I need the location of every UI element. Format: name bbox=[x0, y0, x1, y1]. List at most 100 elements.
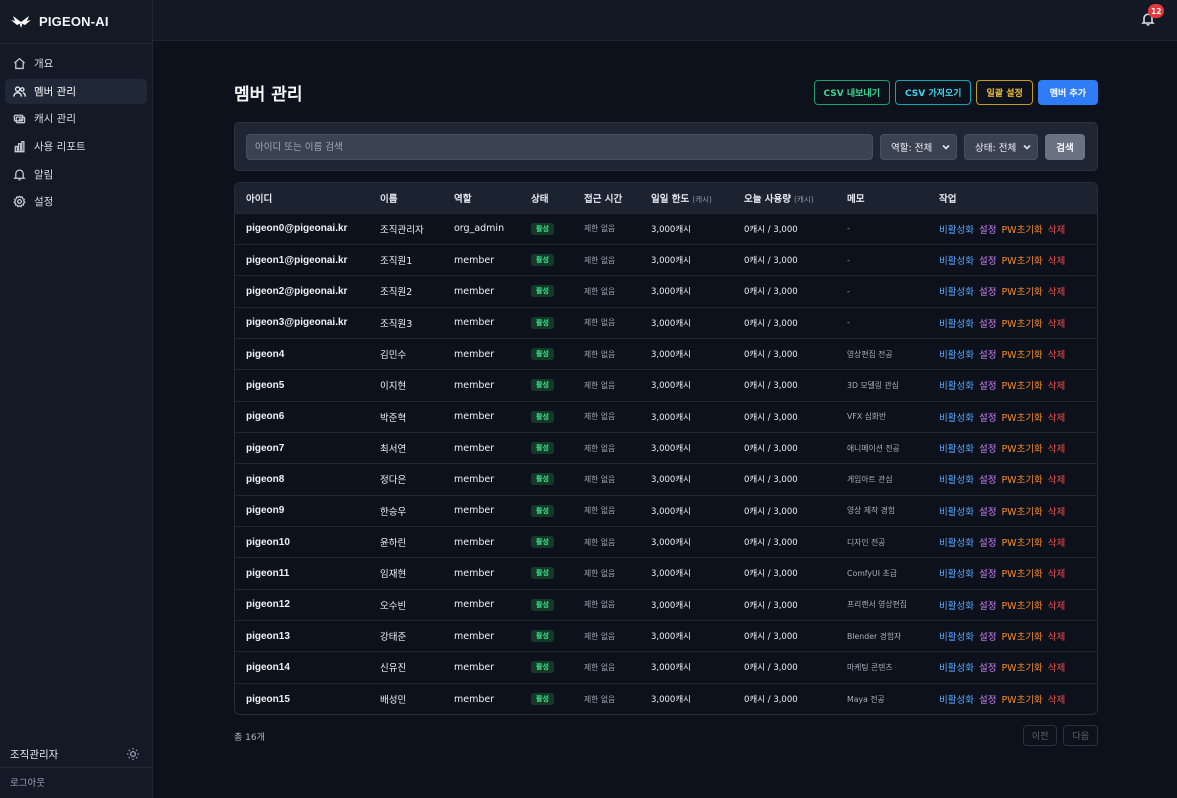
deactivate-link[interactable]: 비활성화 bbox=[939, 287, 974, 299]
column-header-daily-limit[interactable]: 일일 한도 (캐시) bbox=[640, 183, 733, 213]
settings-link[interactable]: 설정 bbox=[978, 350, 997, 362]
pw-reset-link[interactable]: PW초기화 bbox=[1001, 600, 1043, 612]
pw-reset-link[interactable]: PW초기화 bbox=[1001, 381, 1043, 393]
settings-link[interactable]: 설정 bbox=[978, 695, 997, 707]
settings-link[interactable]: 설정 bbox=[978, 600, 997, 612]
settings-link[interactable]: 설정 bbox=[978, 569, 997, 581]
delete-link[interactable]: 삭제 bbox=[1047, 632, 1066, 644]
sidebar-item-alerts[interactable]: 알림 bbox=[5, 162, 147, 187]
column-header-status[interactable]: 상태 bbox=[531, 193, 549, 205]
settings-link[interactable]: 설정 bbox=[978, 287, 997, 299]
deactivate-link[interactable]: 비활성화 bbox=[939, 256, 974, 268]
pw-reset-link[interactable]: PW초기화 bbox=[1001, 444, 1043, 456]
column-header-access[interactable]: 접근 시간 bbox=[584, 193, 623, 205]
settings-link[interactable]: 설정 bbox=[978, 632, 997, 644]
pw-reset-link[interactable]: PW초기화 bbox=[1001, 695, 1043, 707]
pw-reset-link[interactable]: PW초기화 bbox=[1001, 224, 1043, 236]
deactivate-link[interactable]: 비활성화 bbox=[939, 412, 974, 424]
settings-link[interactable]: 설정 bbox=[978, 663, 997, 675]
deactivate-link[interactable]: 비활성화 bbox=[939, 224, 974, 236]
deactivate-link[interactable]: 비활성화 bbox=[939, 663, 974, 675]
deactivate-link[interactable]: 비활성화 bbox=[939, 538, 974, 550]
pw-reset-link[interactable]: PW초기화 bbox=[1001, 475, 1043, 487]
logout-link[interactable]: 로그아웃 bbox=[0, 767, 152, 798]
delete-link[interactable]: 삭제 bbox=[1047, 663, 1066, 675]
pw-reset-link[interactable]: PW초기화 bbox=[1001, 538, 1043, 550]
column-header-name[interactable]: 이름 bbox=[380, 193, 398, 205]
column-header-role[interactable]: 역할 bbox=[454, 193, 472, 205]
settings-link[interactable]: 설정 bbox=[978, 224, 997, 236]
search-input[interactable] bbox=[246, 134, 873, 160]
member-today-usage: 0캐시 / 3,000 bbox=[744, 600, 798, 611]
search-button[interactable]: 검색 bbox=[1045, 134, 1085, 160]
bulk-settings-button[interactable]: 일괄 설정 bbox=[976, 80, 1033, 105]
delete-link[interactable]: 삭제 bbox=[1047, 600, 1066, 612]
settings-link[interactable]: 설정 bbox=[978, 412, 997, 424]
column-header-id[interactable]: 아이디 bbox=[246, 193, 273, 205]
delete-link[interactable]: 삭제 bbox=[1047, 318, 1066, 330]
deactivate-link[interactable]: 비활성화 bbox=[939, 506, 974, 518]
sidebar-item-report[interactable]: 사용 리포트 bbox=[5, 134, 147, 159]
delete-link[interactable]: 삭제 bbox=[1047, 569, 1066, 581]
deactivate-link[interactable]: 비활성화 bbox=[939, 381, 974, 393]
settings-link[interactable]: 설정 bbox=[978, 538, 997, 550]
settings-link[interactable]: 설정 bbox=[978, 256, 997, 268]
status-badge: 활성 bbox=[531, 254, 554, 267]
status-select[interactable]: 상태: 전체 bbox=[964, 134, 1038, 160]
sidebar-item-members[interactable]: 멤버 관리 bbox=[5, 78, 147, 104]
pw-reset-link[interactable]: PW초기화 bbox=[1001, 506, 1043, 518]
settings-link[interactable]: 설정 bbox=[978, 318, 997, 330]
delete-link[interactable]: 삭제 bbox=[1047, 538, 1066, 550]
delete-link[interactable]: 삭제 bbox=[1047, 475, 1066, 487]
pw-reset-link[interactable]: PW초기화 bbox=[1001, 256, 1043, 268]
role-select[interactable]: 역할: 전체 bbox=[880, 134, 957, 160]
delete-link[interactable]: 삭제 bbox=[1047, 412, 1066, 424]
sidebar-item-settings[interactable]: 설정 bbox=[5, 189, 147, 214]
settings-link[interactable]: 설정 bbox=[978, 506, 997, 518]
delete-link[interactable]: 삭제 bbox=[1047, 256, 1066, 268]
pw-reset-link[interactable]: PW초기화 bbox=[1001, 350, 1043, 362]
deactivate-link[interactable]: 비활성화 bbox=[939, 569, 974, 581]
table-row: pigeon2@pigeonai.kr 조직원2 member 활성 제한 없음 3,00… bbox=[235, 275, 1097, 307]
pw-reset-link[interactable]: PW초기화 bbox=[1001, 318, 1043, 330]
csv-export-button[interactable]: CSV 내보내기 bbox=[813, 80, 890, 105]
pw-reset-link[interactable]: PW초기화 bbox=[1001, 663, 1043, 675]
delete-link[interactable]: 삭제 bbox=[1047, 381, 1066, 393]
delete-link[interactable]: 삭제 bbox=[1047, 224, 1066, 236]
deactivate-link[interactable]: 비활성화 bbox=[939, 632, 974, 644]
pw-reset-link[interactable]: PW초기화 bbox=[1001, 412, 1043, 424]
pw-reset-link[interactable]: PW초기화 bbox=[1001, 569, 1043, 581]
member-role: member bbox=[454, 348, 495, 360]
add-member-button[interactable]: 멤버 추가 bbox=[1037, 80, 1098, 105]
member-access-time: 제한 없음 bbox=[584, 537, 616, 547]
deactivate-link[interactable]: 비활성화 bbox=[939, 350, 974, 362]
settings-link[interactable]: 설정 bbox=[978, 381, 997, 393]
deactivate-link[interactable]: 비활성화 bbox=[939, 695, 974, 707]
next-page-button[interactable]: 다음 bbox=[1063, 725, 1098, 746]
delete-link[interactable]: 삭제 bbox=[1047, 287, 1066, 299]
pw-reset-link[interactable]: PW초기화 bbox=[1001, 287, 1043, 299]
deactivate-link[interactable]: 비활성화 bbox=[939, 318, 974, 330]
member-access-time: 제한 없음 bbox=[584, 568, 616, 578]
settings-link[interactable]: 설정 bbox=[978, 475, 997, 487]
notification-button[interactable]: 12 bbox=[1141, 4, 1165, 26]
settings-link[interactable]: 설정 bbox=[978, 444, 997, 456]
theme-toggle-button[interactable] bbox=[126, 747, 140, 761]
delete-link[interactable]: 삭제 bbox=[1047, 695, 1066, 707]
column-header-today-usage[interactable]: 오늘 사용량 (캐시) bbox=[733, 183, 836, 213]
csv-import-button[interactable]: CSV 가져오기 bbox=[894, 80, 972, 105]
pw-reset-link[interactable]: PW초기화 bbox=[1001, 632, 1043, 644]
deactivate-link[interactable]: 비활성화 bbox=[939, 600, 974, 612]
sidebar-item-cash[interactable]: 캐시 관리 bbox=[5, 106, 147, 131]
topbar: 12 bbox=[153, 0, 1177, 41]
delete-link[interactable]: 삭제 bbox=[1047, 444, 1066, 456]
member-today-usage: 0캐시 / 3,000 bbox=[744, 318, 798, 329]
sidebar-item-overview[interactable]: 개요 bbox=[5, 51, 147, 76]
deactivate-link[interactable]: 비활성화 bbox=[939, 475, 974, 487]
member-daily-limit: 3,000캐시 bbox=[651, 412, 691, 423]
prev-page-button[interactable]: 이전 bbox=[1022, 725, 1058, 746]
brand[interactable]: PIGEON-AI bbox=[0, 0, 152, 44]
delete-link[interactable]: 삭제 bbox=[1047, 506, 1066, 518]
delete-link[interactable]: 삭제 bbox=[1047, 350, 1066, 362]
deactivate-link[interactable]: 비활성화 bbox=[939, 444, 974, 456]
